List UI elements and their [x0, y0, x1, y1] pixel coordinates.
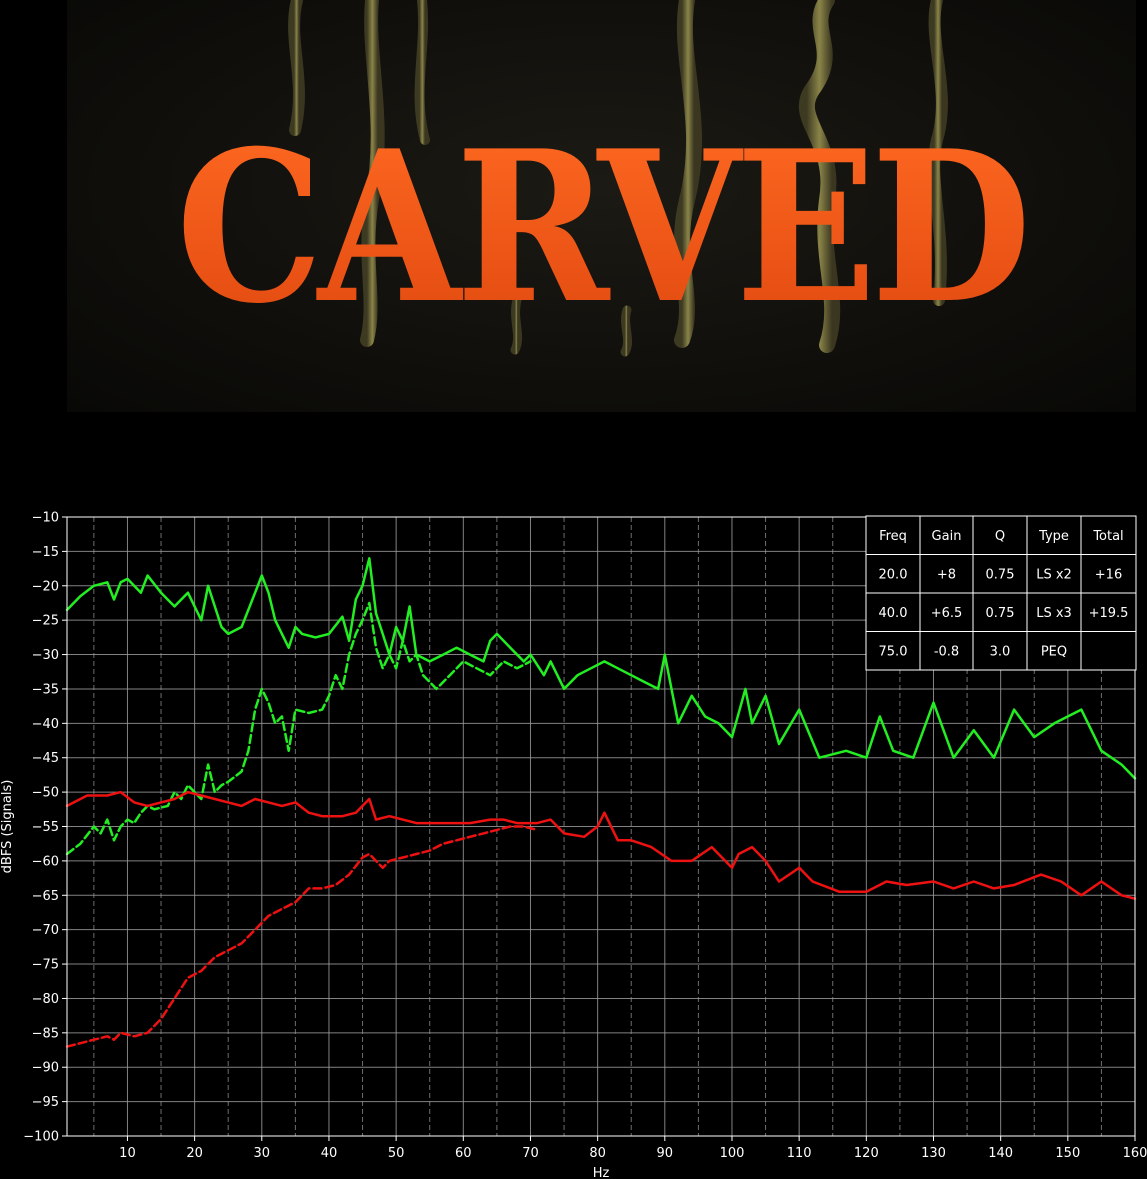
y-tick-label: −90 — [32, 1061, 59, 1076]
poster-art: CARVED — [176, 0, 1032, 357]
x-tick-label: 110 — [787, 1146, 812, 1161]
eq-table-header: Total — [1092, 529, 1123, 544]
eq-table-value: +8 — [937, 567, 956, 582]
eq-table-cell — [1080, 631, 1137, 671]
series-line-4 — [65, 825, 539, 1048]
y-tick-label: −45 — [32, 751, 59, 766]
y-tick-label: −15 — [32, 545, 59, 560]
y-tick-label: −100 — [23, 1130, 59, 1145]
eq-table-value: 75.0 — [879, 644, 908, 659]
x-tick-label: 60 — [455, 1146, 472, 1161]
eq-table-value: 3.0 — [990, 644, 1011, 659]
poster-image: CARVED — [67, 0, 1136, 412]
eq-table-header: Gain — [932, 529, 962, 544]
x-tick-label: 20 — [186, 1146, 203, 1161]
y-tick-label: −85 — [32, 1026, 59, 1041]
series-line-2 — [65, 601, 532, 856]
x-tick-label: 150 — [1055, 1146, 1080, 1161]
eq-table-value: 0.75 — [986, 567, 1015, 582]
poster-title: CARVED — [176, 106, 1026, 350]
y-tick-label: −50 — [32, 786, 59, 801]
eq-table: Freq Gain Q Type Total 20.0 +8 0.75 LS x2 +16 40.0… — [865, 515, 1137, 671]
eq-table-value: -0.8 — [934, 644, 959, 659]
eq-table-value: PEQ — [1041, 644, 1067, 659]
x-tick-label: 130 — [921, 1146, 946, 1161]
y-tick-label: −95 — [32, 1095, 59, 1110]
eq-table-header: Type — [1038, 529, 1069, 544]
eq-table-value: 40.0 — [879, 606, 908, 621]
x-tick-label: 50 — [388, 1146, 405, 1161]
chart-series — [65, 557, 1137, 1048]
y-tick-label: −75 — [32, 958, 59, 973]
y-tick-label: −30 — [32, 648, 59, 663]
vines — [288, 0, 948, 357]
eq-table-value: +16 — [1095, 567, 1122, 582]
y-tick-label: −55 — [32, 820, 59, 835]
y-tick-label: −40 — [32, 717, 59, 732]
y-tick-label: −70 — [32, 923, 59, 938]
x-tick-label: 70 — [522, 1146, 539, 1161]
y-tick-label: −80 — [32, 992, 59, 1007]
chart-ticks: 10 20 30 40 50 60 70 80 90 100 110 120 130 140 150 160 −… — [23, 511, 1147, 1162]
y-tick-label: −20 — [32, 579, 59, 594]
y-tick-label: −25 — [32, 614, 59, 629]
eq-table-value: +19.5 — [1089, 606, 1129, 621]
eq-table-header: Freq — [879, 529, 907, 544]
x-tick-label: 160 — [1123, 1146, 1147, 1161]
eq-table-value: 0.75 — [986, 606, 1015, 621]
y-tick-label: −65 — [32, 889, 59, 904]
x-tick-label: 80 — [589, 1146, 606, 1161]
eq-table-value: LS x2 — [1036, 567, 1072, 582]
x-tick-label: 120 — [854, 1146, 879, 1161]
eq-table-value: LS x3 — [1036, 606, 1072, 621]
series-line-3 — [65, 790, 1137, 900]
series-line-1 — [65, 557, 1137, 780]
y-tick-label: −60 — [32, 854, 59, 869]
eq-table-value: +6.5 — [931, 606, 963, 621]
x-axis-label: Hz — [593, 1166, 610, 1179]
y-tick-label: −35 — [32, 682, 59, 697]
x-tick-label: 100 — [720, 1146, 745, 1161]
x-tick-label: 140 — [988, 1146, 1013, 1161]
eq-table-header: Q — [995, 529, 1005, 544]
x-tick-label: 10 — [119, 1146, 136, 1161]
x-tick-label: 30 — [254, 1146, 271, 1161]
x-tick-label: 40 — [321, 1146, 338, 1161]
y-axis-label: dBFS (Signals) — [0, 780, 15, 874]
eq-table-value: 20.0 — [879, 567, 908, 582]
x-tick-label: 90 — [657, 1146, 674, 1161]
y-tick-label: −10 — [32, 511, 59, 526]
